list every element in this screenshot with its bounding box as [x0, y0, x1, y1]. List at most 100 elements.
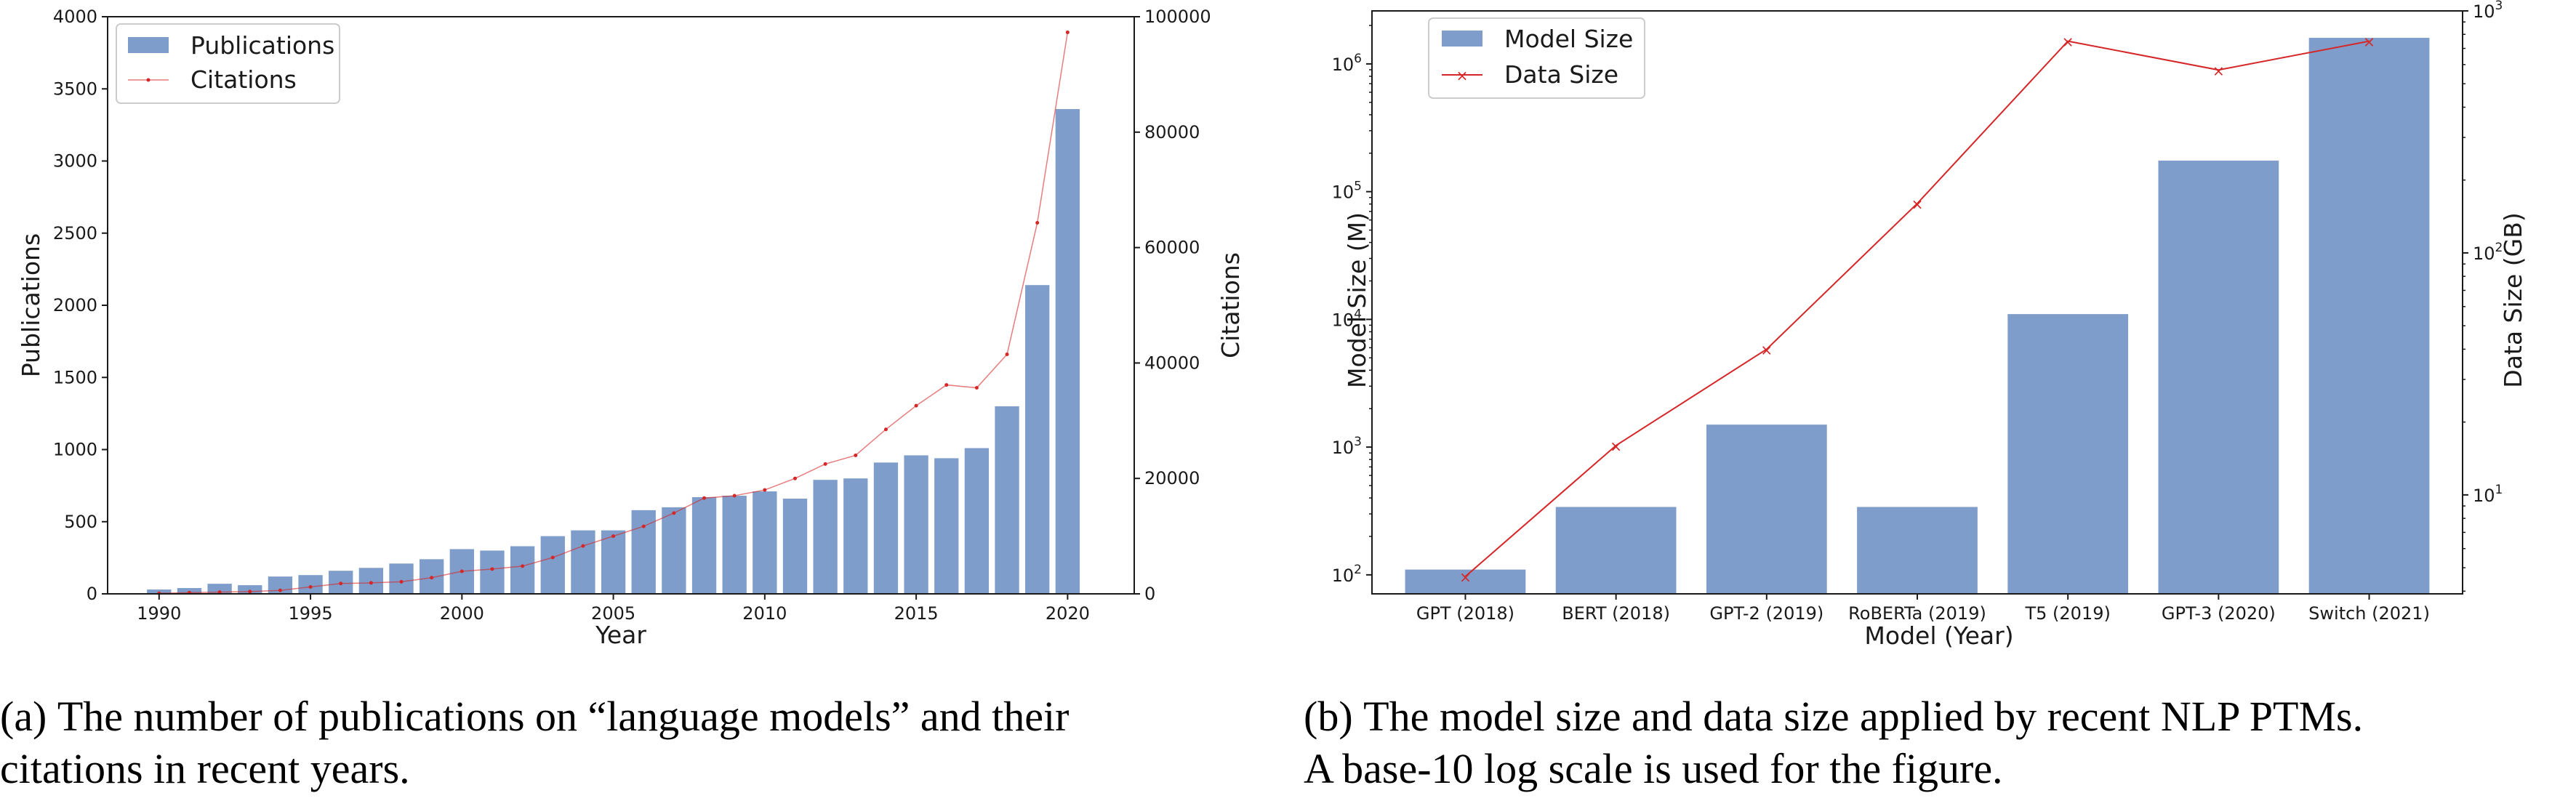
- publications-bar: [389, 563, 414, 594]
- legend-label-model-size: Model Size: [1504, 25, 1633, 53]
- citations-point: [460, 569, 464, 573]
- citations-point: [944, 383, 949, 387]
- caption-b-text-1: The model size and data size applied by …: [1363, 693, 2364, 740]
- legend-swatch-model-size: [1442, 31, 1482, 47]
- x-tick-label: GPT (2018): [1416, 603, 1514, 624]
- citations-point: [823, 462, 827, 466]
- model-size-bar: [2007, 314, 2129, 594]
- citations-point: [763, 488, 767, 492]
- x-tick-label: 2000: [440, 603, 484, 624]
- legend-swatch-publications: [128, 37, 169, 53]
- citations-point: [369, 581, 373, 585]
- publications-bar: [238, 585, 262, 594]
- y-ticks-a: 0 500 1000 1500 2000 2500 3000 3500 4000: [53, 7, 108, 604]
- y2-tick-label: 102: [2473, 241, 2503, 264]
- caption-a-text-1: The number of publications on “language …: [57, 693, 1070, 740]
- x-tick-label: BERT (2018): [1562, 603, 1670, 624]
- y2-tick-label: 100000: [1144, 7, 1211, 27]
- publications-bar: [1055, 109, 1080, 595]
- legend-a: Publications Citations: [116, 23, 340, 104]
- y2-tick-label: 40000: [1144, 353, 1200, 373]
- x-tick-label: GPT-3 (2020): [2162, 603, 2276, 624]
- citations-point: [521, 564, 525, 568]
- legend-marker-data-size: ×: [1456, 67, 1469, 84]
- citations-point: [854, 453, 858, 457]
- citations-point: [672, 511, 676, 515]
- publications-bar: [873, 462, 899, 594]
- data-size-marker: ×: [1610, 438, 1622, 455]
- legend-box-b: [1428, 17, 1645, 99]
- citations-point: [248, 589, 252, 594]
- publications-bar: [843, 478, 868, 594]
- citations-point: [399, 579, 404, 584]
- data-size-marker: ×: [1459, 568, 1472, 586]
- y2-ticks-a: 0 20000 40000 60000 80000 100000: [1134, 7, 1211, 604]
- x-tick-label: T5 (2019): [2024, 603, 2110, 624]
- data-size-polyline: [1464, 40, 2370, 577]
- y-tick-label: 3000: [53, 151, 97, 172]
- legend-b: Model Size × Data Size: [1428, 17, 1645, 99]
- x-axis-label-b: Model (Year): [1864, 621, 2013, 650]
- publications-bar: [1025, 285, 1050, 594]
- citations-point: [611, 534, 616, 539]
- publications-bar: [964, 448, 990, 594]
- model-size-bar: [1706, 424, 1827, 594]
- x-tick-label: 2005: [591, 603, 635, 624]
- citations-point: [430, 576, 434, 580]
- publications-bar: [995, 406, 1019, 594]
- citations-point: [641, 524, 646, 528]
- publications-bar: [753, 491, 777, 594]
- x-tick-label: 1995: [289, 603, 333, 624]
- citations-point: [550, 555, 555, 560]
- model-size-bar: [1555, 507, 1677, 594]
- y-tick-label: 2000: [53, 295, 97, 315]
- citations-point: [1035, 220, 1040, 225]
- chart-model-data-size: × × × × × × × GPT (2018) BERT (2018) GPT-2 (2019…: [1332, 0, 2527, 650]
- data-size-marker: ×: [2212, 62, 2225, 79]
- caption-b-line-1: (b) The model size and data size applied…: [1304, 691, 2576, 743]
- caption-b-label: (b): [1304, 693, 1353, 740]
- x-tick-label: Switch (2021): [2308, 603, 2430, 624]
- publications-bar: [782, 498, 808, 594]
- publications-bar: [540, 536, 565, 594]
- y2-tick-label: 101: [2473, 483, 2503, 506]
- legend-box-a: [116, 23, 340, 104]
- legend-label-publications: Publications: [190, 31, 334, 60]
- publications-bar: [631, 510, 656, 594]
- y-tick-label: 3500: [53, 79, 97, 99]
- y-tick-label: 4000: [53, 7, 97, 27]
- x-ticks-b: GPT (2018) BERT (2018) GPT-2 (2019) RoBERTa…: [1416, 594, 2430, 624]
- publications-bar: [571, 530, 595, 594]
- x-tick-label: 1990: [137, 603, 181, 624]
- data-size-marker: ×: [2363, 33, 2375, 51]
- citations-point: [914, 403, 918, 408]
- publications-bar: [662, 507, 686, 594]
- citations-point: [793, 476, 797, 480]
- y-tick-label: 1000: [53, 440, 97, 460]
- data-size-marker: ×: [1911, 196, 1924, 213]
- caption-a-line-2: citations in recent years.: [0, 745, 410, 792]
- y-tick-label: 1500: [53, 367, 97, 387]
- publications-bar: [601, 530, 626, 594]
- caption-b: (b) The model size and data size applied…: [1304, 691, 2576, 795]
- citations-point: [1005, 352, 1009, 356]
- citations-point: [339, 581, 343, 586]
- y-axis-label-b: Model Size (M): [1343, 212, 1371, 388]
- publications-bar: [904, 455, 928, 594]
- legend-marker-citations: [146, 78, 151, 82]
- y2-tick-label: 0: [1144, 584, 1155, 604]
- y-tick-label: 104: [1332, 307, 1362, 330]
- legend-label-data-size: Data Size: [1504, 60, 1618, 89]
- y-axis-label-a: Publications: [17, 233, 45, 377]
- y2-axis-label-a: Citations: [1216, 252, 1245, 358]
- y2-tick-label: 80000: [1144, 122, 1200, 142]
- x-tick-label: 2020: [1046, 603, 1090, 624]
- publications-bars: [147, 109, 1080, 595]
- model-size-bar: [2158, 160, 2279, 594]
- publications-bar: [298, 575, 323, 594]
- publications-bar: [207, 584, 232, 594]
- x-tick-label: RoBERTa (2019): [1848, 603, 1986, 624]
- y-tick-label: 105: [1332, 180, 1362, 203]
- y-ticks-b: 102 103 104 105 106: [1332, 25, 1372, 586]
